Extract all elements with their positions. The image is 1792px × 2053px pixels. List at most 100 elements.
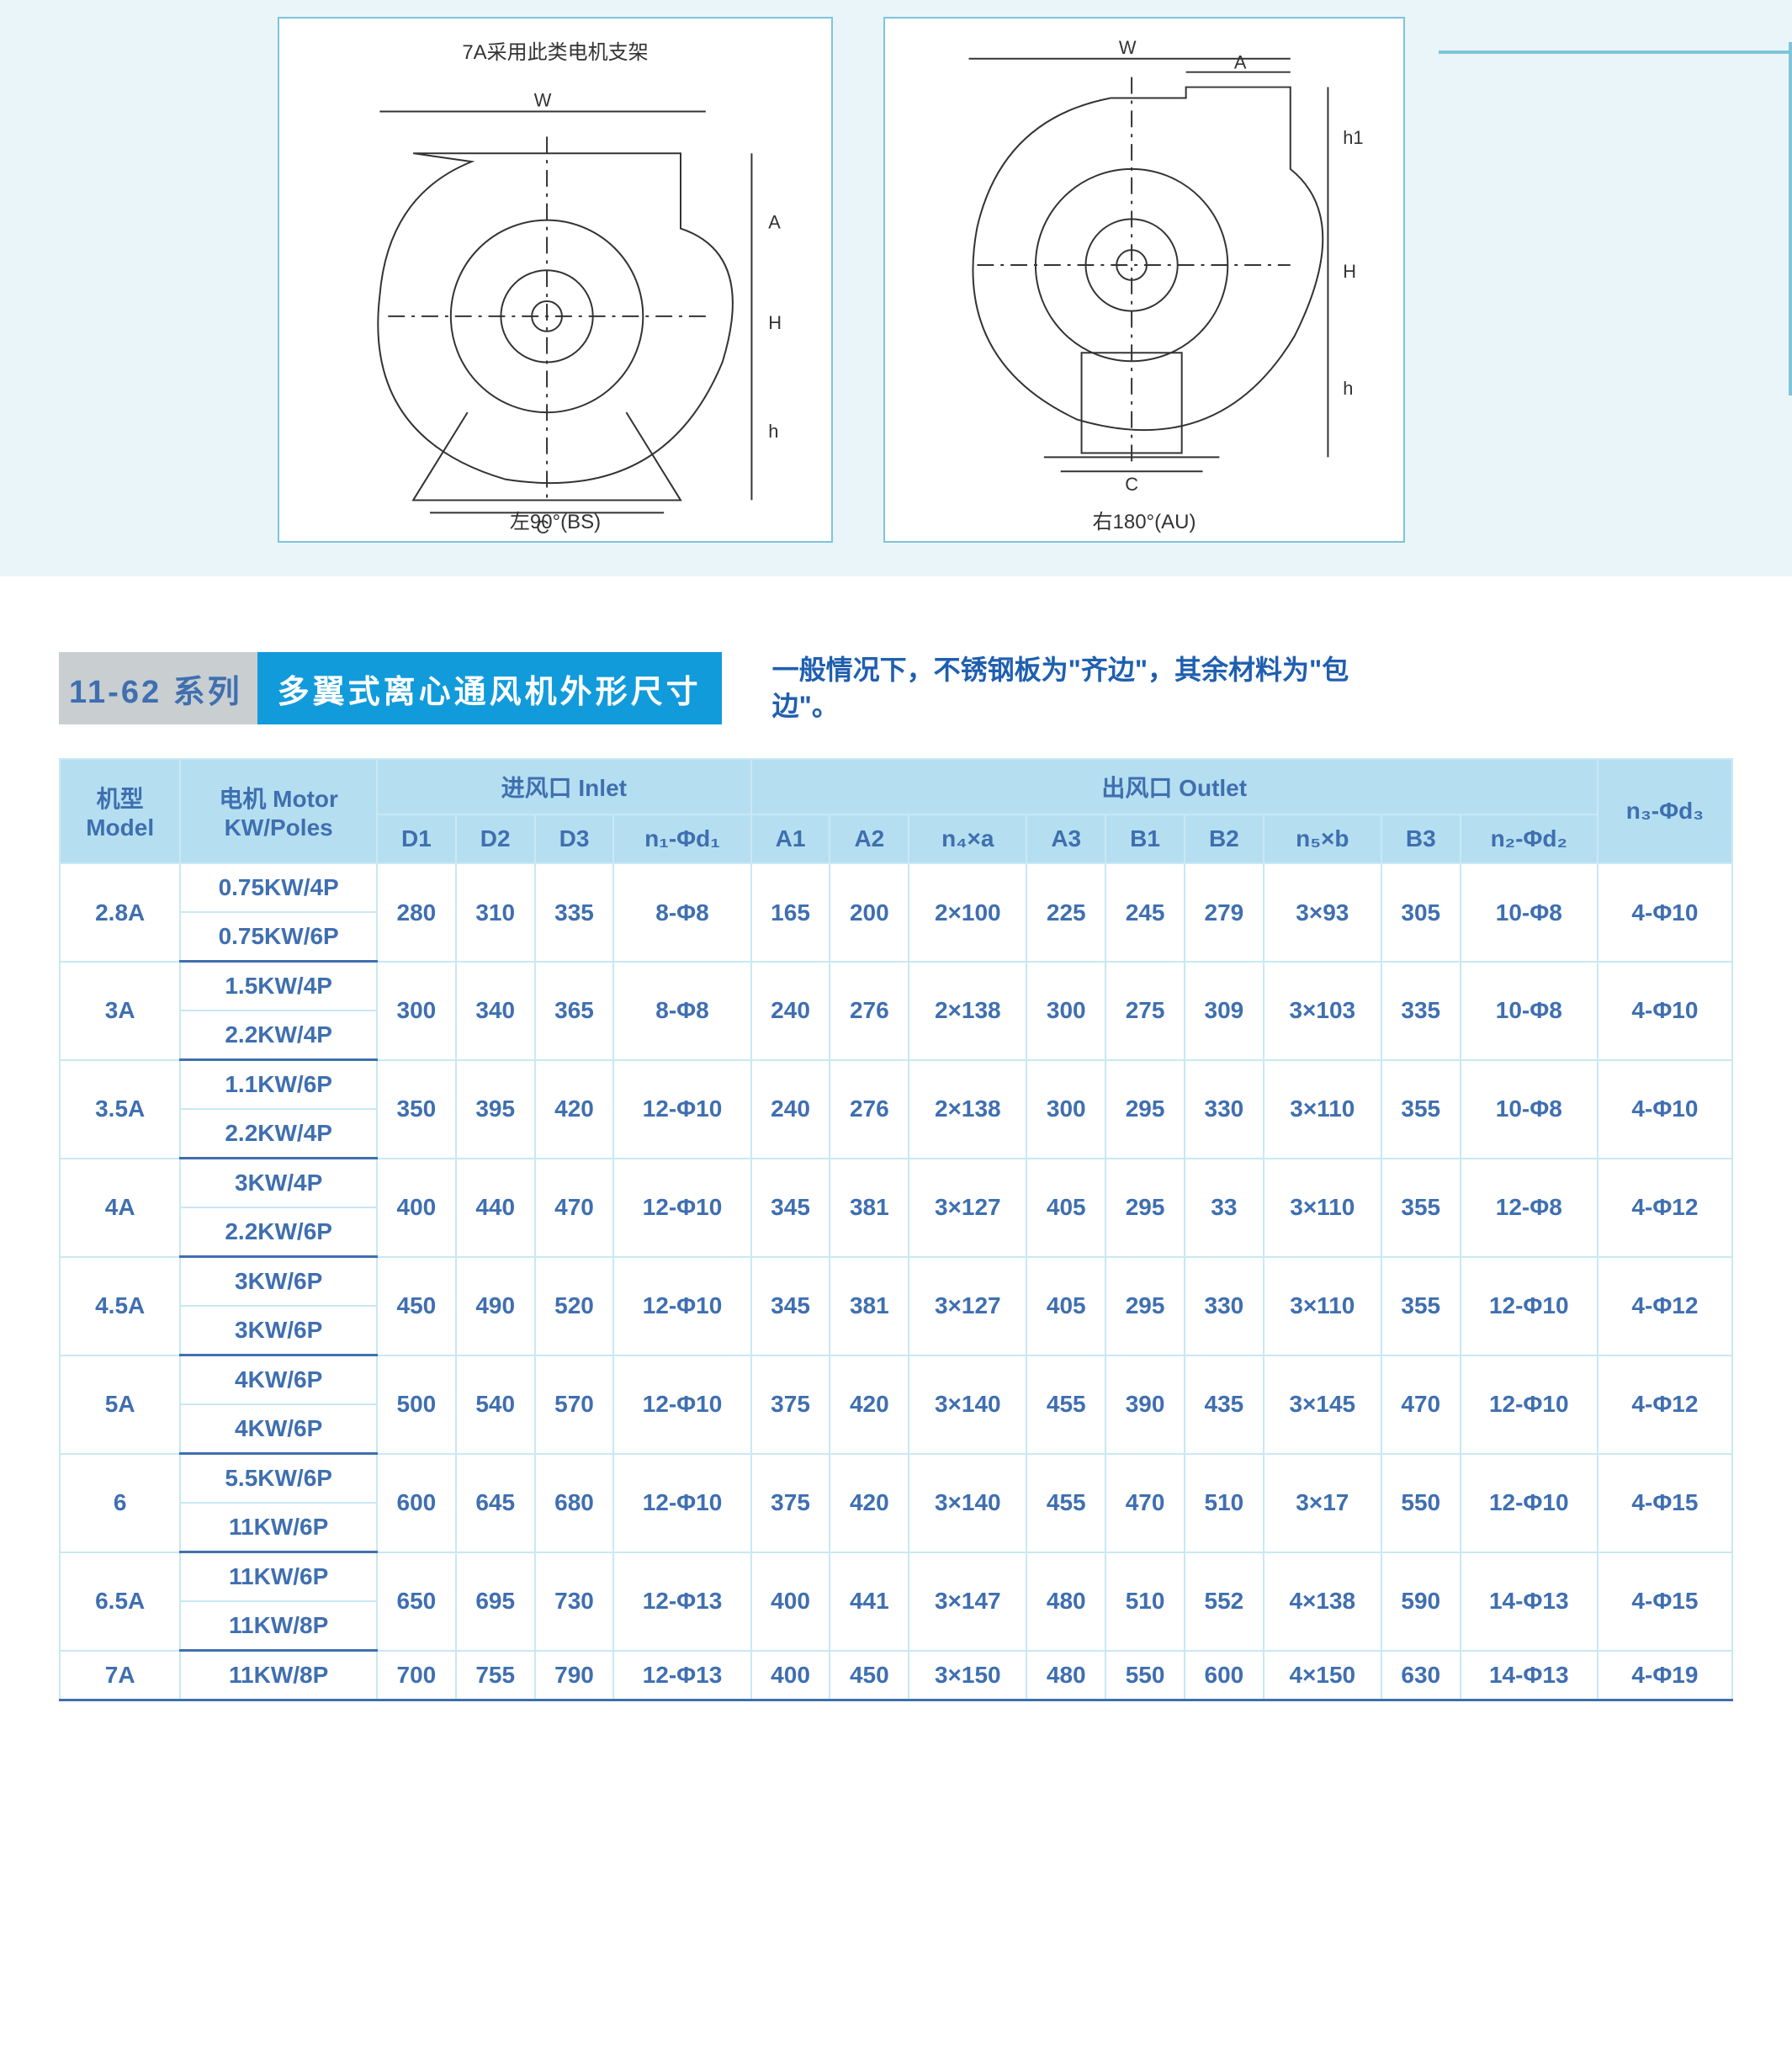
data-cell: 420	[830, 1454, 909, 1552]
data-cell: 355	[1381, 1060, 1461, 1159]
data-cell: 490	[456, 1257, 535, 1355]
data-cell: 8-Φ8	[613, 962, 750, 1060]
diagram-left-caption: 左90°(BS)	[279, 505, 831, 534]
subheader-cell: D1	[377, 814, 456, 863]
col-n3: n₃-Φd₃	[1598, 759, 1732, 863]
data-cell: 12-Φ10	[613, 1454, 750, 1552]
data-cell: 3×127	[909, 1159, 1026, 1257]
heading-tag: 11-62 系列	[59, 652, 257, 724]
subheader-cell: A3	[1026, 814, 1105, 863]
motor-cell: 1.5KW/4P	[180, 962, 377, 1011]
data-cell: 790	[535, 1651, 614, 1700]
motor-cell: 3KW/6P	[180, 1257, 377, 1307]
data-cell: 435	[1185, 1355, 1264, 1454]
heading-row: 11-62 系列 多翼式离心通风机外形尺寸 一般情况下，不锈钢板为"齐边"，其余…	[59, 652, 1792, 724]
motor-cell: 2.2KW/4P	[180, 1011, 377, 1060]
data-cell: 14-Φ13	[1461, 1552, 1598, 1651]
diagram-left-svg: W A H h C	[305, 70, 806, 538]
table-row: 65.5KW/6P60064568012-Φ103754203×14045547…	[60, 1454, 1732, 1504]
data-cell: 730	[535, 1552, 614, 1651]
data-cell: 10-Φ8	[1461, 1060, 1598, 1159]
heading-main: 多翼式离心通风机外形尺寸	[257, 652, 722, 724]
subheader-cell: B1	[1105, 814, 1185, 863]
svg-text:H: H	[1343, 261, 1356, 282]
data-cell: 2×138	[909, 962, 1026, 1060]
data-cell: 165	[751, 863, 830, 962]
subheader-cell: n₄×a	[909, 814, 1026, 863]
data-cell: 300	[377, 962, 456, 1060]
data-cell: 276	[830, 962, 909, 1060]
data-cell: 470	[1381, 1355, 1461, 1454]
data-cell: 12-Φ10	[1461, 1355, 1598, 1454]
table-row: 4A3KW/4P40044047012-Φ103453813×127405295…	[60, 1159, 1732, 1208]
model-cell: 4A	[60, 1159, 180, 1257]
data-cell: 400	[751, 1651, 830, 1700]
table-row: 2.8A0.75KW/4P2803103358-Φ81652002×100225…	[60, 863, 1732, 912]
svg-text:h1: h1	[1343, 127, 1363, 148]
data-cell: 3×147	[909, 1552, 1026, 1651]
motor-cell: 11KW/6P	[180, 1552, 377, 1602]
col-inlet-group: 进风口 Inlet	[377, 759, 751, 814]
data-cell: 355	[1381, 1257, 1461, 1355]
motor-cell: 3KW/4P	[180, 1159, 377, 1208]
data-cell: 375	[751, 1454, 830, 1552]
data-cell: 400	[751, 1552, 830, 1651]
data-cell: 345	[751, 1159, 830, 1257]
svg-text:W: W	[534, 90, 552, 111]
data-cell: 3×103	[1264, 962, 1381, 1060]
col-model: 机型 Model	[60, 759, 180, 863]
data-cell: 240	[751, 962, 830, 1060]
data-cell: 350	[377, 1060, 456, 1159]
data-cell: 480	[1026, 1651, 1105, 1700]
model-cell: 3.5A	[60, 1060, 180, 1159]
col-motor: 电机 Motor KW/Poles	[180, 759, 377, 863]
data-cell: 12-Φ10	[1461, 1454, 1598, 1552]
subheader-cell: B3	[1381, 814, 1461, 863]
data-cell: 12-Φ10	[613, 1159, 750, 1257]
diagram-left: 7A采用此类电机支架 W A	[278, 17, 833, 543]
data-cell: 395	[456, 1060, 535, 1159]
motor-cell: 11KW/6P	[180, 1503, 377, 1552]
data-cell: 10-Φ8	[1461, 962, 1598, 1060]
data-cell: 3×17	[1264, 1454, 1381, 1552]
svg-text:W: W	[1119, 37, 1137, 58]
spec-table: 机型 Model 电机 Motor KW/Poles 进风口 Inlet 出风口…	[59, 758, 1733, 1701]
motor-cell: 2.2KW/6P	[180, 1207, 377, 1257]
table-header: 机型 Model 电机 Motor KW/Poles 进风口 Inlet 出风口…	[60, 759, 1732, 863]
table-row: 7A11KW/8P70075579012-Φ134004503×15048055…	[60, 1651, 1732, 1700]
data-cell: 455	[1026, 1355, 1105, 1454]
subheader-cell: B2	[1185, 814, 1264, 863]
data-cell: 245	[1105, 863, 1185, 962]
data-cell: 590	[1381, 1552, 1461, 1651]
data-cell: 310	[456, 863, 535, 962]
data-cell: 405	[1026, 1257, 1105, 1355]
data-cell: 600	[377, 1454, 456, 1552]
table-row: 3A1.5KW/4P3003403658-Φ82402762×138300275…	[60, 962, 1732, 1011]
data-cell: 520	[535, 1257, 614, 1355]
data-cell: 240	[751, 1060, 830, 1159]
model-cell: 5A	[60, 1355, 180, 1454]
data-cell: 8-Φ8	[613, 863, 750, 962]
subheader-cell: n₁-Φd₁	[613, 814, 750, 863]
model-cell: 6	[60, 1454, 180, 1552]
data-cell: 470	[535, 1159, 614, 1257]
data-cell: 4-Φ12	[1598, 1355, 1732, 1454]
data-cell: 570	[535, 1355, 614, 1454]
diagram-right-svg: W A h1 H h	[910, 35, 1378, 503]
table-row: 5A4KW/6P50054057012-Φ103754203×140455390…	[60, 1355, 1732, 1405]
data-cell: 550	[1105, 1651, 1185, 1700]
subheader-cell: n₅×b	[1264, 814, 1381, 863]
data-cell: 14-Φ13	[1461, 1651, 1598, 1700]
subheader-cell: n₂-Φd₂	[1461, 814, 1598, 863]
data-cell: 12-Φ10	[613, 1355, 750, 1454]
motor-cell: 0.75KW/6P	[180, 912, 377, 962]
subheader-cell: D3	[535, 814, 614, 863]
data-cell: 381	[830, 1159, 909, 1257]
data-cell: 390	[1105, 1355, 1185, 1454]
data-cell: 276	[830, 1060, 909, 1159]
subheader-cell: A2	[830, 814, 909, 863]
data-cell: 510	[1105, 1552, 1185, 1651]
data-cell: 4-Φ12	[1598, 1257, 1732, 1355]
data-cell: 305	[1381, 863, 1461, 962]
motor-cell: 0.75KW/4P	[180, 863, 377, 912]
